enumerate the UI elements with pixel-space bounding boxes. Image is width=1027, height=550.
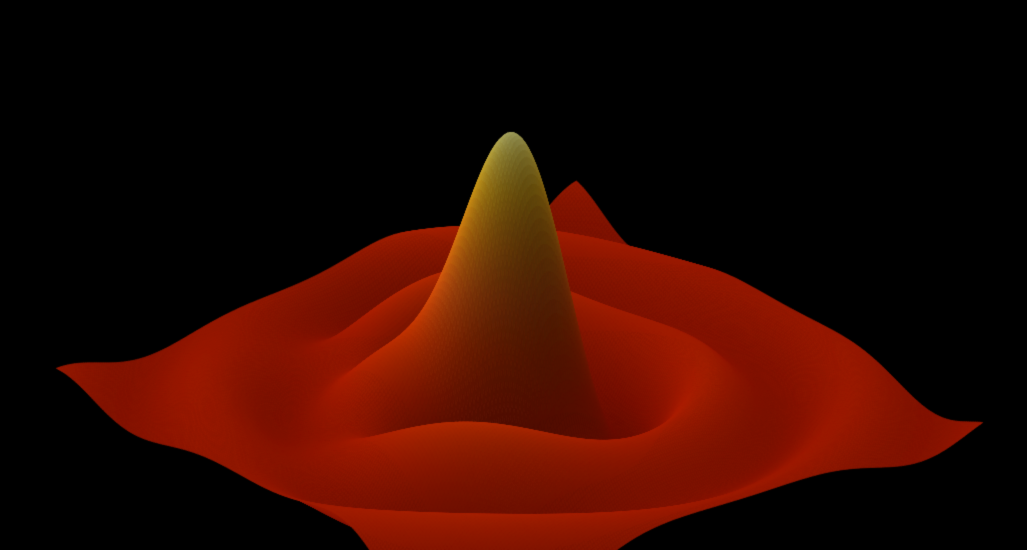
surface-plot-canvas[interactable] — [0, 0, 1027, 550]
surface-plot-figure: hot-heat sinc-like radial ripple: z = si… — [0, 0, 1027, 550]
